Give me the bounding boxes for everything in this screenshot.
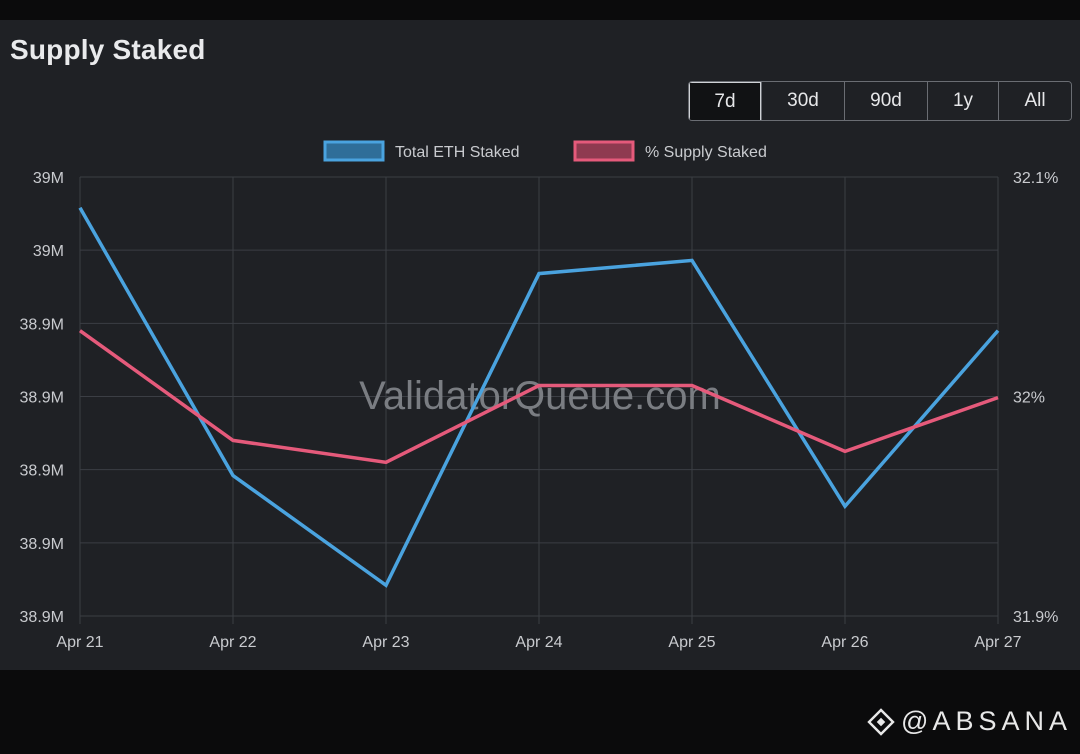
diamond-logo-icon (867, 707, 895, 736)
range-1y-button[interactable]: 1y (927, 82, 998, 120)
left-axis-tick-label: 39M (33, 243, 64, 260)
left-axis-tick-label: 38.9M (20, 536, 64, 553)
legend-total-eth-staked-label: Total ETH Staked (395, 144, 520, 161)
range-all-button[interactable]: All (998, 82, 1071, 120)
left-axis-tick-label: 38.9M (20, 316, 64, 333)
legend-pct-supply-staked-swatch (573, 140, 635, 162)
left-axis-tick-label: 38.9M (20, 390, 64, 407)
chart-panel: Supply Staked 7d 30d 90d 1y All Validato… (0, 20, 1080, 670)
brand-at-sign: @ (901, 706, 929, 736)
left-axis-tick-label: 38.9M (20, 609, 64, 626)
legend-total-eth-staked-swatch (323, 140, 385, 162)
legend-pct-supply-staked-label: % Supply Staked (645, 144, 767, 161)
top-band (0, 0, 1080, 20)
brand-mark: @ ABSANA (867, 706, 1072, 737)
page-title: Supply Staked (10, 34, 206, 65)
watermark-text: ValidatorQueue.com (359, 374, 721, 418)
x-axis-tick-label: Apr 23 (362, 634, 409, 651)
footer-band: @ ABSANA (0, 670, 1080, 754)
range-7d-button[interactable]: 7d (689, 82, 761, 120)
series-line-pct-supply-staked (78, 329, 999, 465)
range-30d-button[interactable]: 30d (761, 82, 844, 120)
left-axis-tick-label: 39M (33, 170, 64, 187)
line-chart: ValidatorQueue.com Total ETH Staked % Sup… (20, 140, 1058, 651)
brand-name: ABSANA (932, 706, 1072, 736)
range-90d-button[interactable]: 90d (844, 82, 927, 120)
x-axis-tick-label: Apr 26 (821, 634, 868, 651)
x-axis-tick-label: Apr 22 (209, 634, 256, 651)
x-axis-tick-label: Apr 24 (515, 634, 562, 651)
x-axis-tick-label: Apr 21 (56, 634, 103, 651)
right-axis-tick-label: 31.9% (1013, 609, 1058, 626)
range-selector: 7d 30d 90d 1y All (688, 81, 1072, 121)
right-axis-tick-label: 32% (1013, 390, 1045, 407)
left-axis-tick-label: 38.9M (20, 463, 64, 480)
right-axis-tick-label: 32.1% (1013, 170, 1058, 187)
series-line-total-eth-staked (78, 206, 1000, 588)
x-axis-tick-label: Apr 25 (668, 634, 715, 651)
x-axis-tick-label: Apr 27 (974, 634, 1021, 651)
